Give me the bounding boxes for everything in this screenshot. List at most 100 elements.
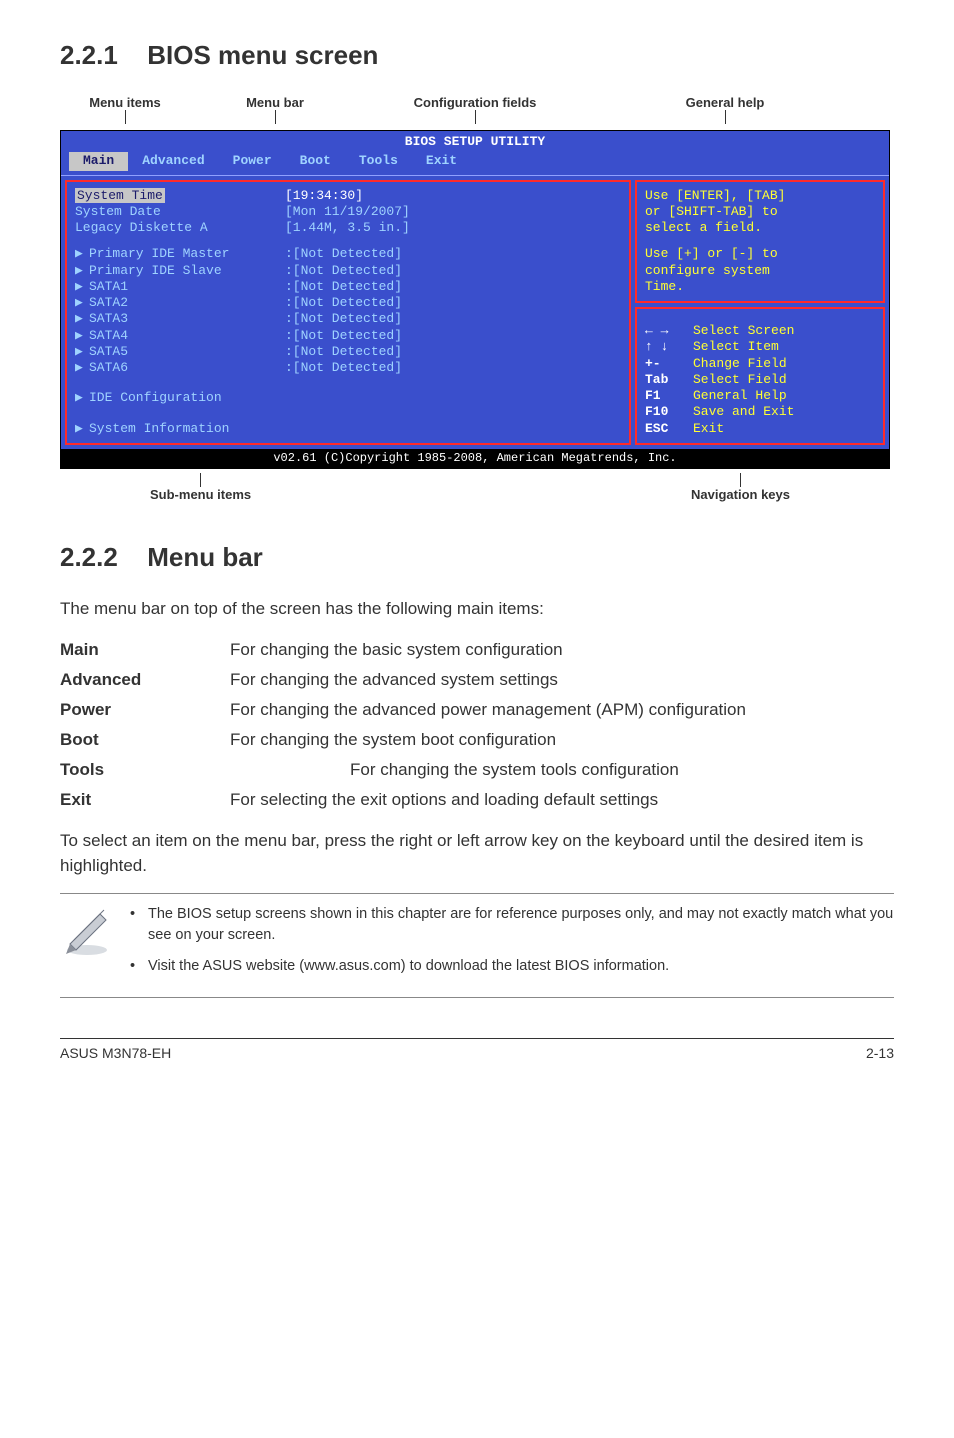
triangle-icon: ▶ <box>75 246 89 262</box>
row-sata3-value: :[Not Detected] <box>285 311 402 327</box>
section-title: Menu bar <box>147 542 263 572</box>
row-pim-value: :[Not Detected] <box>285 246 402 262</box>
row-system-date-value: [Mon 11/19/2007] <box>285 204 410 220</box>
key-exit: Exit <box>693 421 724 437</box>
row-system-date-label[interactable]: System Date <box>75 204 285 220</box>
menubar-intro: The menu bar on top of the screen has th… <box>60 597 894 622</box>
label-navigation-keys: Navigation keys <box>691 487 790 502</box>
bios-diagram: Menu items Menu bar Configuration fields… <box>60 95 894 502</box>
key-select-screen: Select Screen <box>693 323 794 339</box>
label-submenu-items: Sub-menu items <box>150 487 251 502</box>
def-boot-desc: For changing the system boot configurati… <box>230 725 746 755</box>
top-label-row: Menu items Menu bar Configuration fields… <box>60 95 894 128</box>
key-esc: ESC <box>645 421 693 437</box>
row-sata5-value: :[Not Detected] <box>285 344 402 360</box>
section-num: 2.2.1 <box>60 40 140 71</box>
help-line: or [SHIFT-TAB] to <box>645 204 875 220</box>
help-line: Use [+] or [-] to <box>645 246 875 262</box>
key-f1: F1 <box>645 388 693 404</box>
triangle-icon: ▶ <box>75 360 89 376</box>
row-sata1-label[interactable]: SATA1 <box>89 279 285 295</box>
triangle-icon: ▶ <box>75 263 89 279</box>
bios-left-pane: System Time [19:34:30] System Date[Mon 11… <box>65 180 631 445</box>
triangle-icon: ▶ <box>75 421 89 437</box>
key-select-item: Select Item <box>693 339 779 355</box>
footer-right: 2-13 <box>866 1045 894 1061</box>
triangle-icon: ▶ <box>75 344 89 360</box>
footer-left: ASUS M3N78-EH <box>60 1045 171 1061</box>
help-line: configure system <box>645 263 875 279</box>
def-power-term: Power <box>60 695 230 725</box>
section-2-2-2-heading: 2.2.2 Menu bar <box>60 542 894 573</box>
section-title: BIOS menu screen <box>147 40 378 70</box>
key-select-field: Select Field <box>693 372 787 388</box>
row-sata6-value: :[Not Detected] <box>285 360 402 376</box>
def-exit-term: Exit <box>60 785 230 815</box>
bios-tab-boot[interactable]: Boot <box>286 152 345 170</box>
def-exit-desc: For selecting the exit options and loadi… <box>230 785 746 815</box>
key-save-exit: Save and Exit <box>693 404 794 420</box>
row-sata3-label[interactable]: SATA3 <box>89 311 285 327</box>
label-config-fields: Configuration fields <box>414 95 537 110</box>
bios-tab-advanced[interactable]: Advanced <box>128 152 218 170</box>
row-sata1-value: :[Not Detected] <box>285 279 402 295</box>
bios-tab-main[interactable]: Main <box>69 152 128 170</box>
triangle-icon: ▶ <box>75 311 89 327</box>
row-system-time-value: [19:34:30] <box>285 188 363 204</box>
label-menu-items: Menu items <box>89 95 161 110</box>
row-sata4-value: :[Not Detected] <box>285 328 402 344</box>
page-footer: ASUS M3N78-EH 2-13 <box>60 1038 894 1061</box>
row-sata5-label[interactable]: SATA5 <box>89 344 285 360</box>
def-power-desc: For changing the advanced power manageme… <box>230 695 746 725</box>
key-f10: F10 <box>645 404 693 420</box>
row-legacy-label[interactable]: Legacy Diskette A <box>75 220 285 236</box>
key-arrows-ud-icon: ↑ ↓ <box>645 339 693 355</box>
row-ide-config[interactable]: IDE Configuration <box>89 390 222 406</box>
note-item-2: Visit the ASUS website (www.asus.com) to… <box>130 956 894 977</box>
def-boot-term: Boot <box>60 725 230 755</box>
bios-menubar: Main Advanced Power Boot Tools Exit <box>61 150 889 174</box>
help-line: Use [ENTER], [TAB] <box>645 188 875 204</box>
row-pim-label[interactable]: Primary IDE Master <box>89 246 285 262</box>
pencil-icon <box>60 904 114 987</box>
bios-tab-exit[interactable]: Exit <box>412 152 471 170</box>
definitions-table: MainFor changing the basic system config… <box>60 635 746 815</box>
row-legacy-value: [1.44M, 3.5 in.] <box>285 220 410 236</box>
select-instruction: To select an item on the menu bar, press… <box>60 829 894 878</box>
row-sata2-label[interactable]: SATA2 <box>89 295 285 311</box>
row-system-time-label[interactable]: System Time <box>75 188 165 203</box>
bios-screenshot: BIOS SETUP UTILITY Main Advanced Power B… <box>60 130 890 469</box>
bios-title: BIOS SETUP UTILITY <box>61 131 889 150</box>
bios-keys-pane: ← →Select Screen ↑ ↓Select Item +-Change… <box>635 307 885 445</box>
def-tools-desc: For changing the system tools configurat… <box>230 755 746 785</box>
row-sata6-label[interactable]: SATA6 <box>89 360 285 376</box>
key-tab: Tab <box>645 372 693 388</box>
def-main-term: Main <box>60 635 230 665</box>
bios-help-pane: Use [ENTER], [TAB] or [SHIFT-TAB] to sel… <box>635 180 885 304</box>
triangle-icon: ▶ <box>75 328 89 344</box>
bios-tab-power[interactable]: Power <box>219 152 286 170</box>
label-general-help: General help <box>686 95 765 110</box>
triangle-icon: ▶ <box>75 279 89 295</box>
row-sys-info[interactable]: System Information <box>89 421 229 437</box>
triangle-icon: ▶ <box>75 390 89 406</box>
help-line: Time. <box>645 279 875 295</box>
row-sata2-value: :[Not Detected] <box>285 295 402 311</box>
row-pis-label[interactable]: Primary IDE Slave <box>89 263 285 279</box>
key-plusminus: +- <box>645 356 693 372</box>
key-change-field: Change Field <box>693 356 787 372</box>
row-sata4-label[interactable]: SATA4 <box>89 328 285 344</box>
def-advanced-desc: For changing the advanced system setting… <box>230 665 746 695</box>
note-item-1: The BIOS setup screens shown in this cha… <box>130 904 894 946</box>
key-general-help: General Help <box>693 388 787 404</box>
bottom-label-row: Sub-menu items Navigation keys <box>60 473 890 502</box>
key-arrows-lr-icon: ← → <box>645 323 693 339</box>
label-menu-bar: Menu bar <box>246 95 304 110</box>
bios-footer: v02.61 (C)Copyright 1985-2008, American … <box>61 449 889 468</box>
triangle-icon: ▶ <box>75 295 89 311</box>
note-block: The BIOS setup screens shown in this cha… <box>60 893 894 998</box>
section-num: 2.2.2 <box>60 542 140 573</box>
section-2-2-1-heading: 2.2.1 BIOS menu screen <box>60 40 894 71</box>
bios-tab-tools[interactable]: Tools <box>345 152 412 170</box>
row-pis-value: :[Not Detected] <box>285 263 402 279</box>
